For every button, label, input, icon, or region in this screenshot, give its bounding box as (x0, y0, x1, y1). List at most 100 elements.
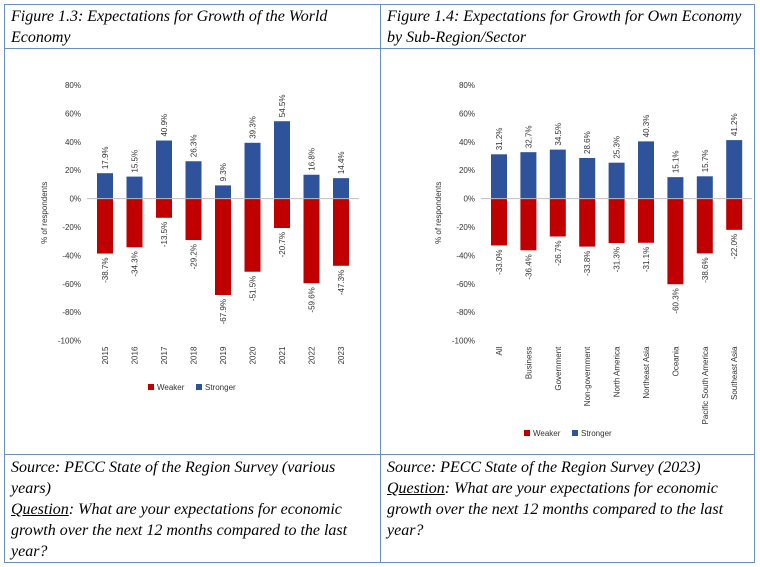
x-tick-label: Oceania (671, 346, 680, 376)
data-label-stronger: 40.9% (160, 114, 169, 137)
data-label-stronger: 15.5% (131, 150, 140, 173)
data-label-stronger: 34.5% (554, 123, 563, 146)
data-label-weaker: -13.5% (160, 222, 169, 247)
bar-weaker (491, 198, 507, 246)
y-tick-label: -80% (62, 308, 81, 317)
bar-weaker (638, 198, 654, 243)
y-tick-label: -40% (62, 251, 81, 260)
x-tick-label: All (495, 346, 504, 355)
column-divider (380, 5, 381, 562)
data-label-weaker: -38.6% (701, 257, 710, 282)
figure-1-4-source: Source: PECC State of the Region Survey … (387, 459, 701, 476)
data-label-weaker: -47.3% (337, 270, 346, 295)
x-tick-label: 2020 (249, 346, 258, 364)
data-label-stronger: 26.3% (190, 135, 199, 158)
data-label-stronger: 41.2% (730, 113, 739, 136)
data-label-weaker: -26.7% (554, 241, 563, 266)
x-tick-label: 2017 (160, 346, 169, 364)
legend-label-weaker: Weaker (157, 383, 185, 392)
bar-weaker (185, 198, 202, 241)
x-tick-label: Business (524, 347, 533, 379)
y-tick-label: -100% (452, 337, 475, 346)
data-label-stronger: 17.9% (101, 146, 110, 169)
bar-stronger (126, 176, 143, 199)
y-tick-label: 60% (459, 109, 475, 118)
bar-stronger (303, 174, 320, 199)
bar-stronger (274, 121, 290, 199)
bar-stronger (97, 173, 113, 199)
x-tick-label: Non-government (583, 346, 592, 406)
y-tick-label: -60% (62, 280, 81, 289)
bar-weaker (244, 198, 261, 272)
data-label-weaker: -34.3% (131, 251, 140, 276)
data-label-stronger: 32.7% (524, 125, 533, 148)
bar-stronger (608, 162, 625, 199)
bar-weaker (520, 198, 537, 251)
y-tick-label: 80% (459, 81, 475, 90)
y-tick-label: 80% (65, 81, 81, 90)
figure-1-3-question: Question: What are your expectations for… (11, 499, 371, 562)
data-label-weaker: -20.7% (278, 232, 287, 257)
bar-stronger (579, 157, 596, 199)
data-label-weaker: -59.6% (308, 287, 317, 312)
bar-weaker (274, 198, 290, 228)
legend-label-stronger: Stronger (205, 383, 236, 392)
y-tick-label: -20% (456, 223, 475, 232)
bar-stronger (185, 161, 202, 199)
data-label-stronger: 31.2% (495, 128, 504, 151)
x-tick-label: 2021 (278, 346, 287, 364)
y-tick-label: 20% (65, 166, 81, 175)
y-tick-label: 40% (459, 138, 475, 147)
y-tick-label: -80% (456, 308, 475, 317)
figure-1-4-title: Figure 1.4: Expectations for Growth for … (387, 8, 742, 46)
question-text: : What are your expectations for economi… (11, 501, 348, 560)
x-tick-label: North America (613, 346, 622, 397)
data-label-stronger: 16.8% (308, 148, 317, 171)
data-label-weaker: -22.0% (730, 234, 739, 259)
bar-weaker (726, 198, 743, 230)
bar-stronger (696, 176, 713, 199)
data-label-weaker: -38.7% (101, 258, 110, 283)
y-tick-label: -60% (456, 280, 475, 289)
x-tick-label: 2016 (131, 346, 140, 364)
x-tick-label: 2018 (190, 346, 199, 364)
y-tick-label: -40% (456, 251, 475, 260)
legend-label-weaker: Weaker (533, 429, 561, 438)
bar-weaker (156, 198, 172, 218)
y-axis-title: % of respondents (40, 182, 49, 244)
legend-swatch-stronger (572, 430, 578, 436)
x-tick-label: 2019 (219, 346, 228, 364)
data-label-weaker: -29.2% (190, 244, 199, 269)
y-tick-label: -20% (62, 223, 81, 232)
x-tick-label: Government (554, 346, 563, 391)
bar-weaker (97, 198, 113, 254)
data-label-stronger: 28.6% (583, 131, 592, 154)
data-label-stronger: 15.1% (671, 150, 680, 173)
chart-own-economy: 80% 60% 40% 20% 0% -20% -40% -60% -80% -100% % of … (434, 81, 753, 438)
legend-swatch-weaker (148, 384, 154, 390)
bar-weaker (608, 198, 625, 244)
y-tick-label: 0% (69, 195, 81, 204)
data-label-stronger: 40.3% (642, 115, 651, 138)
data-label-weaker: -60.3% (671, 288, 680, 313)
bar-stronger (156, 140, 172, 199)
question-text: : What are your expectations for economi… (387, 480, 724, 539)
y-tick-label: 60% (65, 109, 81, 118)
data-label-weaker: -67.9% (219, 299, 228, 324)
figure-table: Figure 1.3: Expectations for Growth of t… (4, 4, 755, 563)
bar-stronger (520, 152, 537, 199)
figure-1-4-caption: Source: PECC State of the Region Survey … (387, 457, 747, 541)
bar-weaker (215, 198, 231, 296)
data-label-stronger: 14.4% (337, 151, 346, 174)
figure-1-3-title: Figure 1.3: Expectations for Growth of t… (11, 8, 328, 46)
x-tick-label: 2023 (337, 346, 346, 364)
data-label-stronger: 54.5% (278, 95, 287, 118)
bar-weaker (333, 198, 349, 266)
figure-1-3-caption: Source: PECC State of the Region Survey … (11, 457, 371, 562)
bar-weaker (696, 198, 713, 254)
bar-stronger (244, 142, 261, 199)
data-label-weaker: -31.1% (642, 247, 651, 272)
data-label-weaker: -33.8% (583, 251, 592, 276)
chart-world-economy: 80% 60% 40% 20% 0% -20% -40% -60% -80% -100% % of … (40, 81, 359, 392)
bar-weaker (579, 198, 596, 247)
